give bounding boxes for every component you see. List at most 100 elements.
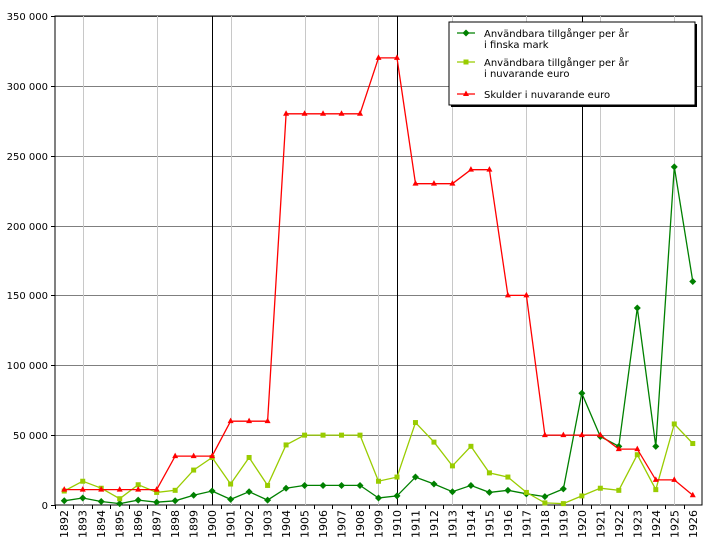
data-point bbox=[468, 443, 474, 449]
data-point bbox=[116, 486, 123, 492]
legend-label: Användbara tillgånger per år bbox=[484, 27, 630, 40]
data-point bbox=[357, 432, 363, 438]
series-1 bbox=[60, 163, 697, 508]
data-point bbox=[523, 489, 529, 495]
data-point bbox=[430, 180, 437, 186]
data-point bbox=[227, 495, 235, 503]
data-point bbox=[98, 486, 105, 492]
data-point bbox=[411, 473, 419, 481]
x-tick-label: 1923 bbox=[631, 510, 644, 538]
x-tick-label: 1902 bbox=[243, 510, 256, 538]
x-tick-label: 1893 bbox=[77, 510, 90, 538]
data-point bbox=[282, 484, 290, 492]
x-tick-label: 1898 bbox=[169, 510, 182, 538]
data-point bbox=[394, 474, 400, 480]
data-point bbox=[393, 492, 401, 500]
data-point bbox=[652, 476, 659, 482]
data-point bbox=[485, 488, 493, 496]
data-point bbox=[448, 488, 456, 496]
data-point bbox=[541, 431, 548, 438]
x-tick-label: 1920 bbox=[576, 510, 589, 538]
x-tick-label: 1925 bbox=[668, 510, 681, 538]
data-point bbox=[597, 431, 604, 438]
data-point bbox=[319, 481, 327, 489]
x-tick-label: 1916 bbox=[502, 510, 515, 538]
data-point bbox=[171, 497, 179, 505]
y-tick-label: 300 000 bbox=[7, 82, 48, 93]
x-tick-label: 1922 bbox=[613, 510, 626, 538]
x-axis: 1892 1893 1894 1895 1896 1897 1898 1899 1900 1901… bbox=[55, 505, 700, 538]
data-point bbox=[320, 110, 327, 116]
x-tick-label: 1896 bbox=[132, 510, 145, 538]
data-point bbox=[117, 496, 123, 502]
data-point bbox=[670, 163, 678, 171]
x-tick-label: 1912 bbox=[428, 510, 441, 538]
x-tick-label: 1921 bbox=[594, 510, 607, 538]
x-tick-label: 1918 bbox=[539, 510, 552, 538]
data-point bbox=[559, 485, 567, 493]
data-point bbox=[172, 452, 179, 459]
data-point bbox=[431, 439, 437, 445]
data-point bbox=[486, 166, 493, 172]
data-point bbox=[190, 452, 197, 459]
data-point bbox=[689, 277, 697, 285]
legend-label: i nuvarande euro bbox=[484, 69, 569, 80]
data-point bbox=[616, 487, 622, 493]
data-point bbox=[283, 442, 289, 448]
x-tick-label: 1904 bbox=[280, 510, 293, 538]
data-point bbox=[449, 180, 456, 186]
x-tick-label: 1894 bbox=[95, 510, 108, 538]
data-point bbox=[578, 431, 585, 438]
data-point bbox=[690, 441, 696, 447]
data-point bbox=[246, 454, 252, 460]
x-tick-label: 1901 bbox=[225, 510, 238, 538]
y-axis: 0 50 000 100 000 150 000 200 000 250 000 300 0… bbox=[7, 12, 55, 512]
x-tick-label: 1919 bbox=[557, 510, 570, 538]
x-tick-label: 1899 bbox=[188, 510, 201, 538]
y-tick-label: 200 000 bbox=[7, 222, 48, 233]
data-point bbox=[301, 481, 309, 489]
data-point bbox=[634, 445, 641, 452]
data-point bbox=[264, 496, 272, 504]
data-point bbox=[135, 486, 142, 492]
legend-item-1: Användbara tillgånger per åri finska mar… bbox=[457, 27, 630, 51]
x-tick-label: 1906 bbox=[317, 510, 330, 538]
data-point bbox=[302, 432, 308, 438]
data-point bbox=[486, 470, 492, 476]
x-tick-label: 1892 bbox=[58, 510, 71, 538]
data-point bbox=[283, 110, 290, 116]
data-point bbox=[338, 481, 346, 489]
data-point bbox=[578, 389, 586, 397]
legend-item-3: Skulder i nuvarande euro bbox=[457, 90, 610, 101]
x-tick-label: 1905 bbox=[299, 510, 312, 538]
x-tick-label: 1908 bbox=[354, 510, 367, 538]
data-point bbox=[376, 478, 381, 484]
data-point bbox=[301, 110, 308, 116]
data-point bbox=[430, 480, 438, 488]
data-point bbox=[153, 498, 161, 506]
data-point bbox=[265, 482, 271, 488]
data-point bbox=[393, 54, 400, 60]
data-point bbox=[135, 482, 141, 488]
data-point bbox=[246, 417, 253, 424]
x-tick-label: 1909 bbox=[373, 510, 386, 538]
data-point bbox=[560, 501, 566, 507]
legend-label: Användbara tillgånger per år bbox=[484, 56, 630, 69]
data-point bbox=[523, 291, 530, 298]
y-tick-label: 250 000 bbox=[7, 152, 48, 163]
series-layer bbox=[60, 54, 697, 508]
x-tick-label: 1917 bbox=[520, 510, 533, 538]
data-point bbox=[505, 474, 511, 480]
series-3 bbox=[61, 54, 696, 498]
data-point bbox=[653, 487, 659, 493]
data-point bbox=[80, 478, 86, 484]
y-tick-label: 50 000 bbox=[13, 431, 48, 442]
data-point bbox=[208, 487, 216, 495]
data-point bbox=[463, 59, 469, 65]
x-tick-label: 1895 bbox=[114, 510, 127, 538]
data-point bbox=[462, 29, 470, 37]
data-point bbox=[191, 467, 197, 473]
data-point bbox=[463, 90, 469, 96]
data-point bbox=[320, 432, 326, 438]
